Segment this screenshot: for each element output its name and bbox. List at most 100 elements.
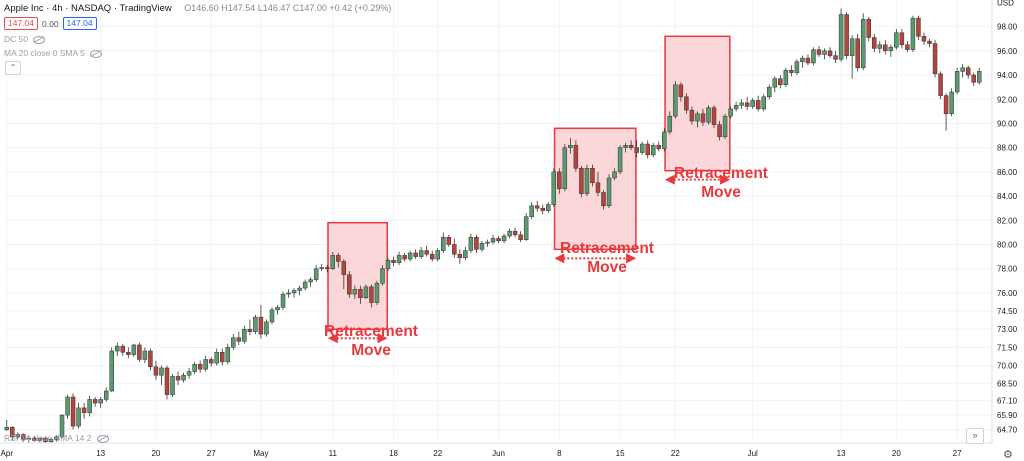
candle-up — [695, 111, 700, 128]
candle-body — [70, 396, 76, 427]
candle-up — [15, 432, 21, 440]
candle-up — [673, 81, 678, 119]
candle-up — [109, 347, 114, 393]
price-tick-label: 92.00 — [997, 95, 1018, 104]
candle-body — [767, 86, 772, 98]
candle-body — [501, 235, 507, 242]
candle-down — [324, 265, 330, 273]
candle-down — [899, 29, 905, 49]
candle-body — [695, 113, 700, 122]
gear-icon[interactable]: ⚙ — [1003, 449, 1013, 461]
candle-body — [214, 351, 219, 364]
candle-body — [518, 234, 523, 240]
candle-body — [916, 17, 921, 37]
candle-up — [142, 347, 148, 364]
indicator-rsi[interactable]: RSI 14 close SMA 14 2 — [4, 433, 109, 443]
time-tick-label: 11 — [329, 449, 338, 458]
candle-up — [186, 367, 192, 379]
candle-body — [319, 267, 324, 269]
candle-up — [501, 233, 507, 244]
candle-up — [54, 435, 59, 442]
candle-down — [579, 165, 584, 198]
candle-down — [220, 348, 225, 366]
candle-down — [778, 75, 783, 89]
candle-body — [186, 371, 192, 376]
candle-body — [827, 50, 833, 56]
candle-body — [833, 55, 838, 60]
price-tick-label: 78.00 — [997, 265, 1018, 274]
price-axis[interactable]: USD 98.00 96.00 94.00 92.00 90.00 88.00 86.00 84… — [991, 0, 1024, 461]
candle-up — [767, 84, 772, 100]
candle-down — [358, 285, 363, 304]
candle-body — [396, 255, 402, 263]
candle-body — [523, 216, 529, 240]
candle-body — [231, 337, 236, 348]
candle-up — [761, 94, 766, 112]
candle-up — [523, 213, 529, 241]
candle-down — [711, 105, 717, 129]
candle-body — [883, 44, 888, 52]
chart-grid — [4, 0, 992, 443]
candle-body — [336, 255, 341, 262]
candle-body — [457, 253, 463, 259]
candle-up — [131, 343, 137, 358]
candle-up — [617, 145, 623, 175]
candle-body — [297, 287, 302, 291]
price-tick-label: 67.10 — [997, 397, 1018, 406]
candle-body — [744, 102, 750, 107]
candle-up — [490, 234, 496, 245]
eye-icon[interactable] — [33, 35, 46, 44]
candle-body — [286, 292, 291, 295]
candle-body — [10, 427, 15, 438]
time-axis[interactable]: Apr 13 20 27 May 11 18 22 Jun 8 15 22 Jul 13 20 27 — [0, 442, 992, 458]
candle-body — [921, 36, 927, 42]
chevron-down-icon[interactable]: » — [966, 428, 984, 444]
time-tick-label: 15 — [616, 449, 625, 458]
candle-up — [783, 67, 789, 88]
candle-down — [805, 54, 811, 66]
candle-up — [612, 168, 617, 181]
candle-up — [380, 265, 385, 286]
candle-up — [308, 277, 313, 287]
candle-down — [43, 436, 48, 443]
candle-body — [59, 414, 65, 438]
candle-up — [650, 142, 656, 158]
candle-body — [905, 44, 910, 50]
candle-body — [927, 40, 932, 44]
chevron-up-icon[interactable]: ⌃ — [5, 61, 21, 75]
sell-price-chip[interactable]: 147.04 — [4, 17, 38, 30]
candle-body — [463, 250, 468, 259]
eye-icon[interactable] — [90, 49, 103, 58]
candle-body — [601, 192, 606, 207]
candle-body — [247, 328, 253, 332]
candle-body — [844, 14, 849, 56]
price-tick-label: 70.00 — [997, 362, 1018, 371]
indicator-ma[interactable]: MA 20 close 0 SMA 5 — [4, 48, 103, 58]
candle-down — [32, 435, 37, 442]
candle-body — [811, 49, 816, 64]
buy-price-chip[interactable]: 147.04 — [62, 17, 97, 30]
time-tick-label: 13 — [837, 449, 846, 458]
chart-legend: Apple Inc · 4h · NASDAQ · TradingView O1… — [4, 3, 391, 14]
candle-body — [546, 204, 551, 211]
candle-body — [65, 396, 70, 416]
candle-up — [87, 395, 92, 417]
candle-body — [584, 167, 590, 194]
indicator-dc[interactable]: DC 50 — [4, 34, 46, 44]
candle-body — [910, 17, 916, 50]
candle-body — [380, 268, 385, 284]
price-tick-label: 82.00 — [997, 216, 1018, 225]
candle-up — [551, 168, 557, 207]
time-tick-label: Jun — [492, 449, 505, 458]
candle-body — [291, 290, 297, 294]
annotation-line2: Move — [701, 184, 741, 201]
eye-icon[interactable] — [96, 434, 109, 443]
price-tick-label: 64.70 — [997, 426, 1018, 435]
candle-up — [286, 289, 291, 298]
candle-up — [667, 111, 673, 135]
candle-body — [258, 316, 264, 335]
candle-body — [54, 436, 59, 440]
candle-up — [98, 397, 103, 408]
candle-up — [159, 365, 164, 385]
